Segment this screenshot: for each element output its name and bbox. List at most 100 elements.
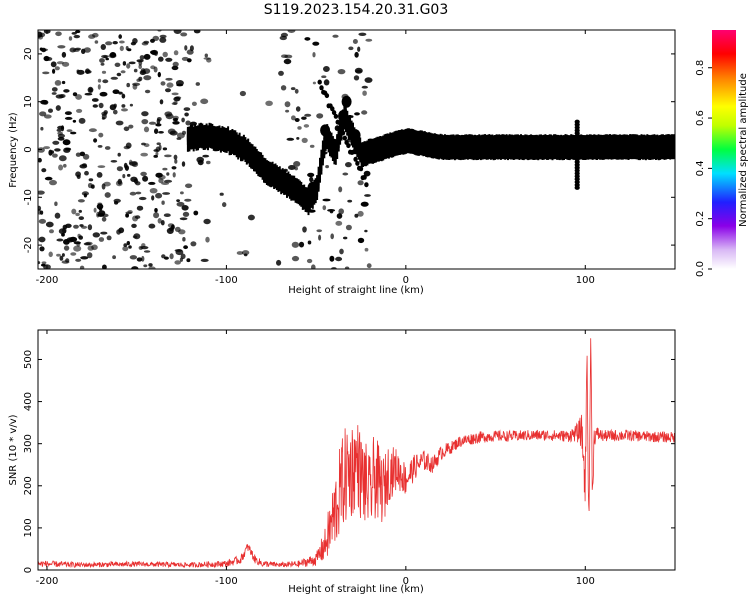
spectrogram-noise-cell: [93, 138, 98, 143]
spectrogram-noise-cell: [156, 118, 161, 125]
spectrogram-ridge-cell: [557, 144, 560, 150]
spectrogram-ridge-cell: [186, 134, 189, 140]
spectrogram-ridge-cell: [446, 144, 449, 150]
spectrogram-noise-cell: [61, 80, 66, 85]
spectrogram-noise-cell: [134, 215, 141, 219]
spectrogram-ridge-cell: [409, 138, 412, 144]
spectrogram-ridge-cell: [364, 150, 367, 157]
spectrogram-noise-cell: [101, 70, 107, 74]
spectrogram-noise-cell: [84, 170, 89, 176]
spectrogram-noise-cell: [159, 99, 164, 105]
spectrogram-noise-cell: [118, 34, 122, 39]
spectrogram-ridge-cell: [425, 141, 428, 147]
spectrogram-ridge-cell: [197, 133, 199, 144]
spectrogram-ridge-cell: [571, 144, 574, 150]
spectrogram-ridge-cell: [237, 141, 240, 147]
spectrogram-noise-cell: [125, 142, 132, 149]
spectrogram-noise-cell: [303, 124, 310, 128]
spectrogram-ridge-cell: [366, 151, 369, 157]
spectrogram-noise-cell: [157, 174, 166, 180]
spectrogram-noise-cell: [63, 239, 70, 245]
spectrogram-ridge-cell: [505, 144, 508, 151]
spectrogram-noise-cell: [58, 155, 67, 162]
spectrogram-ridge-cell: [188, 133, 191, 140]
spectrogram-noise-cell: [138, 196, 147, 201]
spectrogram-ridge-cell: [531, 144, 534, 150]
spectrogram-ridge-cell: [659, 144, 662, 151]
spectrogram-noise-cell: [155, 192, 163, 199]
spectrogram-ridge-cell: [347, 124, 350, 131]
spectrogram-ridge-cell: [561, 144, 564, 150]
spectrogram-ridge-cell: [646, 143, 649, 150]
spectrogram-ridge-cell: [194, 134, 197, 140]
spectrogram-noise-cell: [138, 64, 142, 70]
spectrogram-ridge-cell: [241, 146, 244, 153]
spectrogram-ridge-cell: [649, 144, 652, 150]
spectrogram-noise-cell: [73, 224, 79, 229]
spectrogram-noise-cell: [171, 65, 179, 71]
spectrogram-ridge-cell: [609, 144, 611, 150]
spectrogram-ridge-cell: [357, 143, 360, 149]
spectrogram-ridge-cell: [248, 150, 251, 156]
spectrogram-ridge-cell: [528, 144, 531, 150]
spectrogram-ridge-cell: [415, 140, 418, 146]
spectrogram-ridge-cell: [614, 144, 617, 151]
spectrogram-noise-cell: [307, 172, 315, 178]
spectrogram-ridge-cell: [408, 138, 410, 144]
spectrogram-noise-cell: [171, 102, 178, 105]
spectrogram-streak-cell: [317, 79, 322, 85]
spectrogram-ridge-cell: [275, 174, 278, 185]
spectrogram-noise-cell: [119, 45, 124, 52]
spectrogram-ridge-cell: [433, 143, 436, 149]
spectrogram-noise-cell: [99, 58, 105, 63]
spectrogram-ridge-cell: [211, 135, 214, 141]
spectrogram-noise-cell: [364, 247, 369, 252]
spectrogram-ridge-cell: [586, 144, 588, 150]
spectrogram-noise-cell: [327, 209, 336, 212]
spectrogram-noise-cell: [357, 46, 361, 52]
spectrogram-ridge-cell: [466, 144, 469, 150]
spectrogram-ridge-cell: [275, 173, 278, 179]
spectrogram-noise-cell: [162, 192, 171, 195]
snr-ylabel: SNR (10 * v/v): [8, 414, 19, 485]
spectrogram-noise-cell: [126, 173, 131, 177]
spectrogram-noise-cell: [175, 80, 184, 86]
spectrogram-ridge-cell: [499, 143, 502, 150]
spectrogram-noise-cell: [42, 71, 50, 75]
spectrogram-noise-cell: [163, 213, 171, 217]
spectrogram-noise-cell: [158, 131, 164, 134]
spectrogram-noise-cell: [45, 221, 54, 228]
spectrogram-noise-cell: [63, 163, 67, 168]
spectrogram-noise-cell: [321, 75, 327, 78]
spectrogram-noise-cell: [151, 195, 155, 201]
spectrogram-noise-cell: [65, 258, 70, 263]
spectrogram-blob-inner: [310, 184, 315, 191]
spectrogram-ridge-cell: [362, 150, 365, 156]
spectrogram-noise-cell: [265, 100, 273, 107]
spectrogram-noise-cell: [56, 61, 64, 65]
spectrogram-ridge-cell: [228, 137, 231, 143]
spectrogram-noise-cell: [312, 81, 316, 85]
spectrogram-ridge-cell: [535, 144, 538, 150]
spectrogram-noise-cell: [55, 94, 64, 99]
spectrogram-ridge-cell: [288, 184, 291, 190]
spectrogram-ridge-cell: [611, 144, 614, 150]
spectrogram-noise-cell: [335, 256, 343, 262]
spectrogram-ridge-cell: [598, 144, 601, 150]
spectrogram-ridge-cell: [637, 145, 640, 151]
snr-axes: -200 -100 0 100 0 100 200 300 400 500: [23, 330, 675, 587]
spectrogram-noise-cell: [126, 82, 130, 88]
spectrogram-ridge-cell: [195, 133, 198, 139]
spectrogram-blob-inner: [299, 189, 305, 196]
spectrogram-noise-cell: [276, 259, 282, 266]
spectrogram-ridge-cell: [212, 136, 215, 142]
spectrogram-x-tick-label: -200: [36, 275, 59, 286]
spectrogram-ridge-cell: [652, 144, 654, 151]
spectrogram-ridge-cell: [320, 159, 323, 165]
spectrogram-noise-cell: [43, 55, 50, 62]
spectrogram-ridge-cell: [555, 144, 558, 150]
spectrogram-noise-cell: [112, 41, 118, 45]
spectrogram-noise-cell: [57, 131, 63, 136]
spectrogram-noise-cell: [284, 54, 293, 59]
spectrogram-ridge-cell: [631, 144, 634, 150]
